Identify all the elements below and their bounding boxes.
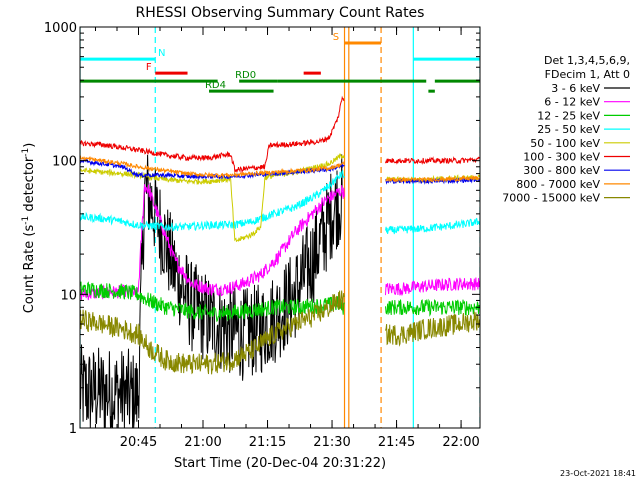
x-tick-label-4: 21:45 bbox=[378, 435, 415, 450]
series-layer bbox=[80, 27, 480, 428]
legend-entry-label-3: 25 - 50 keV bbox=[537, 123, 600, 136]
legend-entry-label-5: 100 - 300 keV bbox=[523, 151, 600, 164]
flags-layer: NF S RD0 RD4 bbox=[80, 32, 480, 93]
y-axis-label-sup2: -1 bbox=[21, 148, 31, 157]
series-line-5 bbox=[80, 95, 480, 174]
legend-entry-label-6: 300 - 800 keV bbox=[523, 164, 600, 177]
render-timestamp: 23-Oct-2021 18:41 bbox=[560, 469, 636, 478]
flag-label-s: S bbox=[333, 32, 339, 43]
x-tick-label-0: 20:45 bbox=[120, 435, 157, 450]
series-line-1 bbox=[80, 184, 480, 301]
series-line-7 bbox=[80, 155, 480, 183]
legend-entry-label-1: 6 - 12 keV bbox=[544, 96, 600, 109]
series-line-2 bbox=[80, 281, 480, 322]
x-axis-label: Start Time (20-Dec-04 20:31:22) bbox=[174, 456, 386, 471]
legend: Det 1,3,4,5,6,9, FDecim 1, Att 0 3 - 6 k… bbox=[502, 54, 630, 205]
y-axis-label-part3: ) bbox=[22, 143, 37, 148]
y-axis-label-part1: Count Rate (s bbox=[22, 225, 37, 314]
legend-entry-label-7: 800 - 7000 keV bbox=[516, 178, 600, 191]
flag-label-n: N bbox=[158, 48, 165, 59]
ticks-layer: 20:45 21:00 21:15 21:30 21:45 22:00 1 10 100 1000 bbox=[44, 21, 480, 450]
legend-entry-label-4: 50 - 100 keV bbox=[530, 137, 600, 150]
series-line-3 bbox=[80, 170, 480, 235]
legend-entry-label-8: 7000 - 15000 keV bbox=[502, 192, 600, 205]
x-tick-label-3: 21:30 bbox=[313, 435, 350, 450]
y-tick-label-3: 1000 bbox=[44, 21, 77, 36]
y-tick-label-2: 100 bbox=[52, 155, 77, 170]
chart-title: RHESSI Observing Summary Count Rates bbox=[136, 5, 425, 21]
y-axis-label-sup1: -1 bbox=[21, 216, 31, 225]
flag-label-f: F bbox=[146, 62, 152, 73]
y-tick-label-0: 1 bbox=[69, 422, 77, 437]
plot-frame bbox=[79, 26, 481, 429]
axes-layer bbox=[79, 26, 481, 429]
flag-label-rd0: RD0 bbox=[235, 70, 256, 81]
x-tick-label-2: 21:15 bbox=[249, 435, 286, 450]
legend-entry-label-2: 12 - 25 keV bbox=[537, 109, 600, 122]
x-tick-label-5: 22:00 bbox=[442, 435, 479, 450]
series-line-8 bbox=[80, 290, 480, 375]
y-axis-label-part2: detector bbox=[22, 156, 37, 216]
y-tick-label-1: 10 bbox=[60, 288, 77, 303]
y-axis-label: Count Rate (s-1 detector-1) bbox=[21, 143, 37, 314]
x-tick-label-1: 21:00 bbox=[184, 435, 221, 450]
legend-header-line1: Det 1,3,4,5,6,9, bbox=[544, 54, 630, 67]
legend-entry-label-0: 3 - 6 keV bbox=[551, 82, 600, 95]
flag-label-rd4: RD4 bbox=[205, 80, 226, 91]
legend-header-line2: FDecim 1, Att 0 bbox=[545, 68, 630, 81]
